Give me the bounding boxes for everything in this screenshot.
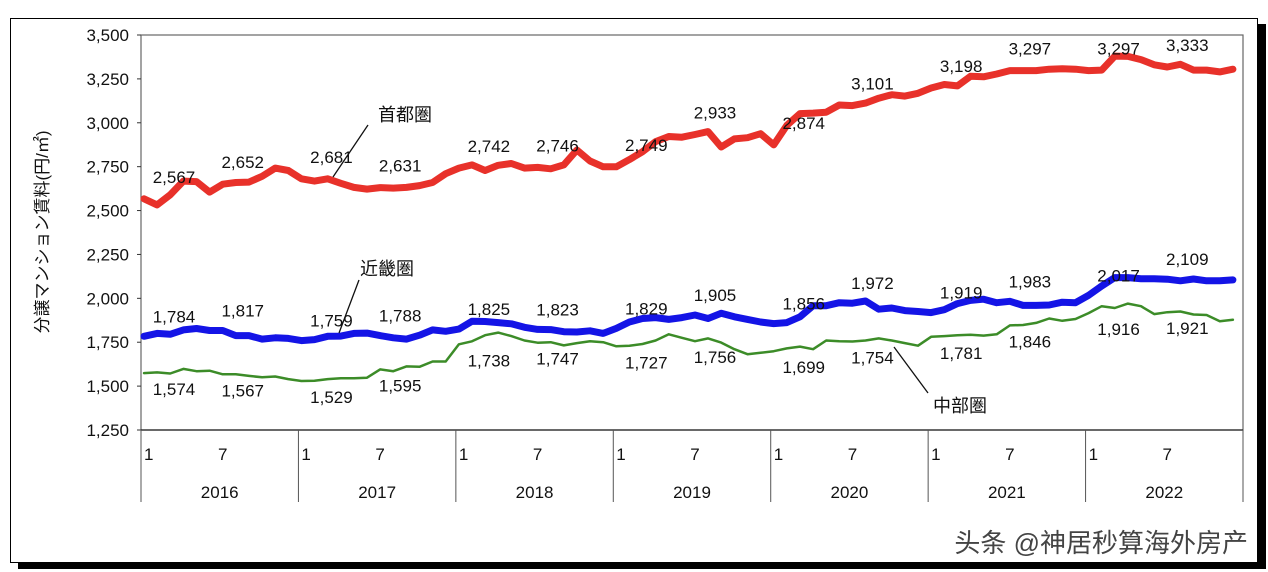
- month-tick-label: 1: [931, 445, 940, 464]
- data-label: 2,742: [468, 137, 511, 156]
- year-label: 2021: [988, 483, 1026, 502]
- month-tick-label: 7: [1163, 445, 1172, 464]
- data-label: 1,756: [694, 348, 737, 367]
- data-label: 2,749: [625, 136, 668, 155]
- y-tick-label: 2,250: [86, 245, 129, 264]
- y-tick-label: 3,250: [86, 70, 129, 89]
- data-label: 3,101: [851, 75, 894, 94]
- data-label: 1,727: [625, 353, 668, 372]
- y-tick-label: 2,000: [86, 289, 129, 308]
- data-label: 1,983: [1009, 272, 1052, 291]
- y-tick-label: 3,500: [86, 26, 129, 45]
- data-label: 1,916: [1097, 320, 1140, 339]
- data-label: 1,829: [625, 299, 668, 318]
- month-tick-label: 1: [1089, 445, 1098, 464]
- year-label: 2020: [831, 483, 869, 502]
- data-label: 2,631: [379, 157, 422, 176]
- year-label: 2018: [516, 483, 554, 502]
- data-label: 2,746: [536, 136, 579, 155]
- year-label: 2017: [358, 483, 396, 502]
- data-label: 1,788: [379, 307, 422, 326]
- data-label: 1,781: [940, 344, 983, 363]
- callout-label-kinki: 近畿圏: [360, 259, 414, 279]
- data-label: 1,825: [468, 300, 511, 319]
- callout-leader: [332, 124, 369, 178]
- data-label: 2,652: [221, 153, 264, 172]
- series-line-2: [142, 302, 1235, 383]
- data-label: 2,109: [1166, 250, 1209, 269]
- y-tick-label: 1,750: [86, 333, 129, 352]
- series-line-0: [140, 52, 1237, 209]
- x-axis: 1 7 2016 1 7 2017 1 7 2018 1 7 2019 1 7 2020 1 7 2021 1 7 20…: [140, 429, 1244, 502]
- y-axis: 1,250 1,500 1,750 2,000 2,250 2,500 2,750 3,000…: [86, 26, 141, 440]
- year-label: 2016: [201, 483, 239, 502]
- data-label: 1,595: [379, 376, 422, 395]
- data-label: 1,699: [782, 358, 825, 377]
- data-label: 3,297: [1097, 40, 1140, 59]
- data-label: 1,574: [153, 380, 196, 399]
- month-tick-label: 1: [301, 445, 310, 464]
- month-tick-label: 7: [1005, 445, 1014, 464]
- y-tick-label: 2,750: [86, 158, 129, 177]
- month-tick-label: 7: [375, 445, 384, 464]
- y-tick-label: 1,500: [86, 377, 129, 396]
- data-label: 1,856: [782, 295, 825, 314]
- callout-leader: [338, 279, 360, 334]
- data-label: 3,297: [1009, 40, 1052, 59]
- watermark: 头条 @神居秒算海外房产: [954, 528, 1248, 558]
- callout-label-chubu: 中部圏: [933, 396, 987, 416]
- data-label: 2,874: [782, 114, 825, 133]
- callout-leader: [893, 346, 929, 394]
- month-tick-label: 1: [616, 445, 625, 464]
- data-label: 2,567: [153, 168, 196, 187]
- plot-area: [140, 34, 1244, 431]
- data-label: 1,529: [310, 388, 353, 407]
- data-label: 1,972: [851, 274, 894, 293]
- data-label: 1,919: [940, 284, 983, 303]
- y-tick-label: 2,500: [86, 202, 129, 221]
- data-label: 1,823: [536, 300, 579, 319]
- month-tick-label: 7: [848, 445, 857, 464]
- data-label: 2,933: [694, 104, 737, 123]
- data-label: 1,817: [221, 301, 264, 320]
- data-label: 3,198: [940, 57, 983, 76]
- y-axis-title: 分譲マンション賃料(円/㎡): [33, 130, 52, 333]
- month-tick-label: 7: [218, 445, 227, 464]
- data-label: 1,846: [1009, 332, 1052, 351]
- month-tick-label: 7: [533, 445, 542, 464]
- month-tick-label: 1: [144, 445, 153, 464]
- data-label: 1,567: [221, 381, 264, 400]
- data-label: 1,905: [694, 286, 737, 305]
- year-label: 2022: [1145, 483, 1183, 502]
- data-label: 1,738: [468, 351, 511, 370]
- plot-border: [140, 34, 1244, 431]
- data-label: 1,754: [851, 349, 894, 368]
- data-label: 1,747: [536, 350, 579, 369]
- data-label: 1,921: [1166, 319, 1209, 338]
- series-line-1: [140, 274, 1237, 345]
- data-label: 3,333: [1166, 36, 1209, 55]
- y-tick-label: 3,000: [86, 114, 129, 133]
- year-label: 2019: [673, 483, 711, 502]
- month-tick-label: 1: [459, 445, 468, 464]
- data-label: 2,017: [1097, 266, 1140, 285]
- data-label: 1,784: [153, 307, 196, 326]
- month-tick-label: 7: [690, 445, 699, 464]
- callout-label-capital: 首都圏: [378, 105, 432, 125]
- data-label: 2,681: [310, 148, 353, 167]
- month-tick-label: 1: [774, 445, 783, 464]
- data-labels: 2,567 2,652 2,681 2,631 2,742 2,746 2,749 2,933…: [153, 36, 1209, 407]
- y-tick-label: 1,250: [86, 421, 129, 440]
- series-layer: [140, 52, 1237, 383]
